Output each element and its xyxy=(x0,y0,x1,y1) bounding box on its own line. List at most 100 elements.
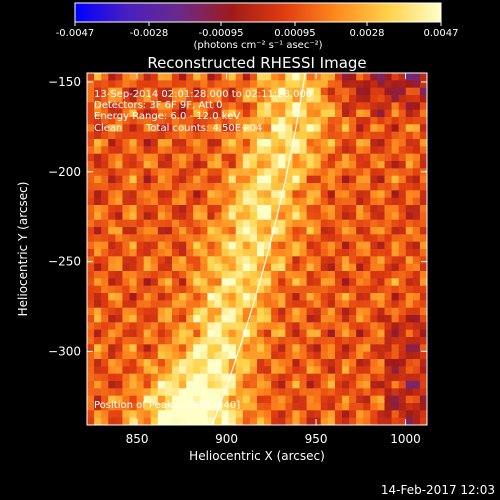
heatmap-cell xyxy=(229,315,236,323)
heatmap-cell xyxy=(377,132,384,140)
heatmap-cell xyxy=(349,396,356,404)
heatmap-cell xyxy=(264,271,271,279)
heatmap-cell xyxy=(392,418,399,426)
heatmap-cell xyxy=(363,308,370,316)
heatmap-cell xyxy=(285,80,292,88)
heatmap-cell xyxy=(278,124,285,132)
heatmap-cell xyxy=(186,374,193,382)
heatmap-cell xyxy=(130,271,137,279)
heatmap-cell xyxy=(137,198,144,206)
heatmap-cell xyxy=(151,249,158,257)
heatmap-cell xyxy=(122,366,129,374)
heatmap-cell xyxy=(94,271,101,279)
heatmap-cell xyxy=(363,117,370,125)
heatmap-cell xyxy=(222,183,229,191)
heatmap-cell xyxy=(335,198,342,206)
heatmap-cell xyxy=(200,359,207,367)
heatmap-cell xyxy=(87,388,94,396)
heatmap-cell xyxy=(250,242,257,250)
heatmap-cell xyxy=(399,95,406,103)
heatmap-cell xyxy=(349,139,356,147)
heatmap-cell xyxy=(151,227,158,235)
heatmap-cell xyxy=(137,168,144,176)
heatmap-cell xyxy=(172,234,179,242)
heatmap-cell xyxy=(335,227,342,235)
heatmap-cell xyxy=(236,322,243,330)
heatmap-cell xyxy=(321,80,328,88)
heatmap-cell xyxy=(271,168,278,176)
heatmap-cell xyxy=(300,278,307,286)
heatmap-cell xyxy=(200,330,207,338)
heatmap-cell xyxy=(342,154,349,162)
heatmap-cell xyxy=(193,410,200,418)
heatmap-cell xyxy=(158,234,165,242)
heatmap-cell xyxy=(314,410,321,418)
heatmap-cell xyxy=(335,234,342,242)
heatmap-cell xyxy=(292,205,299,213)
heatmap-cell xyxy=(229,80,236,88)
heatmap-cell xyxy=(243,374,250,382)
y-tick-label: −300 xyxy=(48,344,81,358)
heatmap-cell xyxy=(278,359,285,367)
heatmap-cell xyxy=(399,256,406,264)
heatmap-cell xyxy=(137,80,144,88)
heatmap-cell xyxy=(328,396,335,404)
heatmap-cell xyxy=(87,337,94,345)
heatmap-cell xyxy=(314,132,321,140)
heatmap-cell xyxy=(151,73,158,81)
heatmap-cell xyxy=(321,161,328,169)
heatmap-cell xyxy=(264,352,271,360)
heatmap-cell xyxy=(94,330,101,338)
heatmap-cell xyxy=(222,293,229,301)
heatmap-cell xyxy=(236,234,243,242)
heatmap-cell xyxy=(356,366,363,374)
heatmap-cell xyxy=(200,286,207,294)
heatmap-cell xyxy=(363,183,370,191)
heatmap-cell xyxy=(314,264,321,272)
heatmap-cell xyxy=(363,95,370,103)
heatmap-cell xyxy=(165,220,172,228)
heatmap-cell xyxy=(179,330,186,338)
heatmap-cell xyxy=(186,249,193,257)
heatmap-cell xyxy=(179,249,186,257)
heatmap-cell xyxy=(370,256,377,264)
heatmap-cell xyxy=(236,286,243,294)
heatmap-cell xyxy=(137,249,144,257)
heatmap-cell xyxy=(420,117,427,125)
heatmap-cell xyxy=(392,190,399,198)
heatmap-cell xyxy=(328,242,335,250)
heatmap-cell xyxy=(236,220,243,228)
heatmap-cell xyxy=(370,418,377,426)
heatmap-cell xyxy=(420,161,427,169)
heatmap-cell xyxy=(370,308,377,316)
heatmap-cell xyxy=(151,374,158,382)
heatmap-cell xyxy=(413,124,420,132)
heatmap-cell xyxy=(349,388,356,396)
heatmap-cell xyxy=(392,278,399,286)
heatmap-cell xyxy=(385,359,392,367)
heatmap-cell xyxy=(264,381,271,389)
heatmap-cell xyxy=(278,242,285,250)
heatmap-cell xyxy=(207,256,214,264)
heatmap-cell xyxy=(236,249,243,257)
heatmap-cell xyxy=(342,80,349,88)
colorbar-tick-label: -0.0047 xyxy=(56,28,95,39)
heatmap-cell xyxy=(257,110,264,118)
heatmap-cell xyxy=(151,80,158,88)
heatmap-cell xyxy=(250,352,257,360)
heatmap-cell xyxy=(87,256,94,264)
heatmap-cell xyxy=(94,154,101,162)
heatmap-cell xyxy=(122,286,129,294)
heatmap-cell xyxy=(172,139,179,147)
heatmap-cell xyxy=(271,124,278,132)
heatmap-cell xyxy=(292,344,299,352)
heatmap-cell xyxy=(257,161,264,169)
heatmap-cell xyxy=(370,242,377,250)
heatmap-cell xyxy=(392,146,399,154)
heatmap-cell xyxy=(165,190,172,198)
heatmap-cell xyxy=(243,139,250,147)
heatmap-cell xyxy=(108,271,115,279)
heatmap-cell xyxy=(278,80,285,88)
heatmap-cell xyxy=(342,73,349,81)
heatmap-cell xyxy=(144,337,151,345)
